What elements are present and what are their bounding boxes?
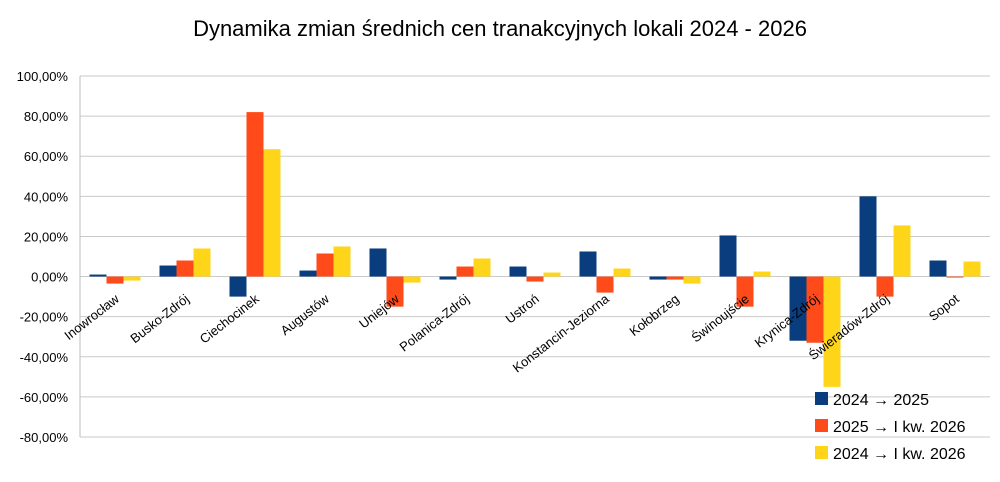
legend-swatch xyxy=(815,446,828,459)
x-tick-label: Ustroń xyxy=(502,291,541,326)
x-tick-label: Busko-Zdrój xyxy=(127,291,192,346)
legend-swatch xyxy=(815,392,828,405)
legend-label: 2024 → I kw. 2026 xyxy=(833,446,966,463)
y-tick-label: -60,00% xyxy=(20,390,69,405)
bar xyxy=(159,265,177,277)
bar xyxy=(649,276,667,280)
bar xyxy=(963,261,981,277)
bar xyxy=(893,225,911,277)
bar xyxy=(543,272,561,277)
bar xyxy=(123,276,141,281)
bar xyxy=(579,251,597,277)
legend-swatch xyxy=(815,419,828,432)
y-tick-label: -40,00% xyxy=(20,350,69,365)
bar xyxy=(683,276,701,284)
x-tick-label: Uniejów xyxy=(356,291,402,332)
bar xyxy=(789,276,807,341)
bar xyxy=(929,260,947,277)
y-tick-label: 100,00% xyxy=(17,69,69,84)
x-tick-label: Sopot xyxy=(926,291,962,324)
bar xyxy=(736,276,754,307)
bars xyxy=(89,112,981,387)
bar xyxy=(666,276,684,280)
x-tick-label: Polanica-Zdrój xyxy=(397,291,472,354)
bar xyxy=(193,248,211,277)
bar xyxy=(369,248,387,277)
bar xyxy=(613,268,631,277)
bar xyxy=(229,276,247,297)
y-tick-label: 40,00% xyxy=(24,189,69,204)
bar xyxy=(263,149,281,277)
bar xyxy=(106,276,124,284)
bar xyxy=(333,246,351,277)
y-tick-label: 60,00% xyxy=(24,149,69,164)
bar xyxy=(526,276,544,282)
x-tick-label: Ciechocinek xyxy=(197,291,262,347)
x-tick-label: Kołobrzeg xyxy=(626,291,681,339)
y-tick-label: 80,00% xyxy=(24,109,69,124)
bar xyxy=(473,258,491,277)
legend-label: 2025 → I kw. 2026 xyxy=(833,419,966,436)
bar xyxy=(596,276,614,293)
legend-label: 2024 → 2025 xyxy=(833,392,929,409)
bar xyxy=(806,276,824,343)
bar xyxy=(876,276,894,297)
bar xyxy=(823,276,841,387)
y-tick-label: 20,00% xyxy=(24,229,69,244)
y-tick-label: 0,00% xyxy=(31,270,68,285)
bar xyxy=(386,276,404,307)
bar xyxy=(316,253,334,277)
bar xyxy=(176,260,194,277)
x-tick-label: Świnoujście xyxy=(689,291,752,345)
chart-title: Dynamika zmian średnich cen tranakcyjnyc… xyxy=(193,16,807,41)
y-tick-label: -80,00% xyxy=(20,430,69,445)
bar xyxy=(719,235,737,277)
y-tick-label: -20,00% xyxy=(20,310,69,325)
bar xyxy=(403,276,421,283)
legend: 2024 → 2025 2025 → I kw. 2026 2024 → I kw.… xyxy=(815,392,966,463)
x-tick-label: Augustów xyxy=(278,291,333,338)
bar xyxy=(439,276,457,280)
bar xyxy=(946,276,964,278)
y-axis-ticks: 100,00% 80,00% 60,00% 40,00% 20,00% 0,00% -20,… xyxy=(17,69,69,445)
bar xyxy=(509,266,527,277)
bar xyxy=(246,112,264,277)
bar xyxy=(753,271,771,277)
bar xyxy=(859,196,877,277)
bar xyxy=(89,274,107,277)
bar xyxy=(299,270,317,277)
gridlines xyxy=(79,75,990,438)
bar xyxy=(456,266,474,277)
